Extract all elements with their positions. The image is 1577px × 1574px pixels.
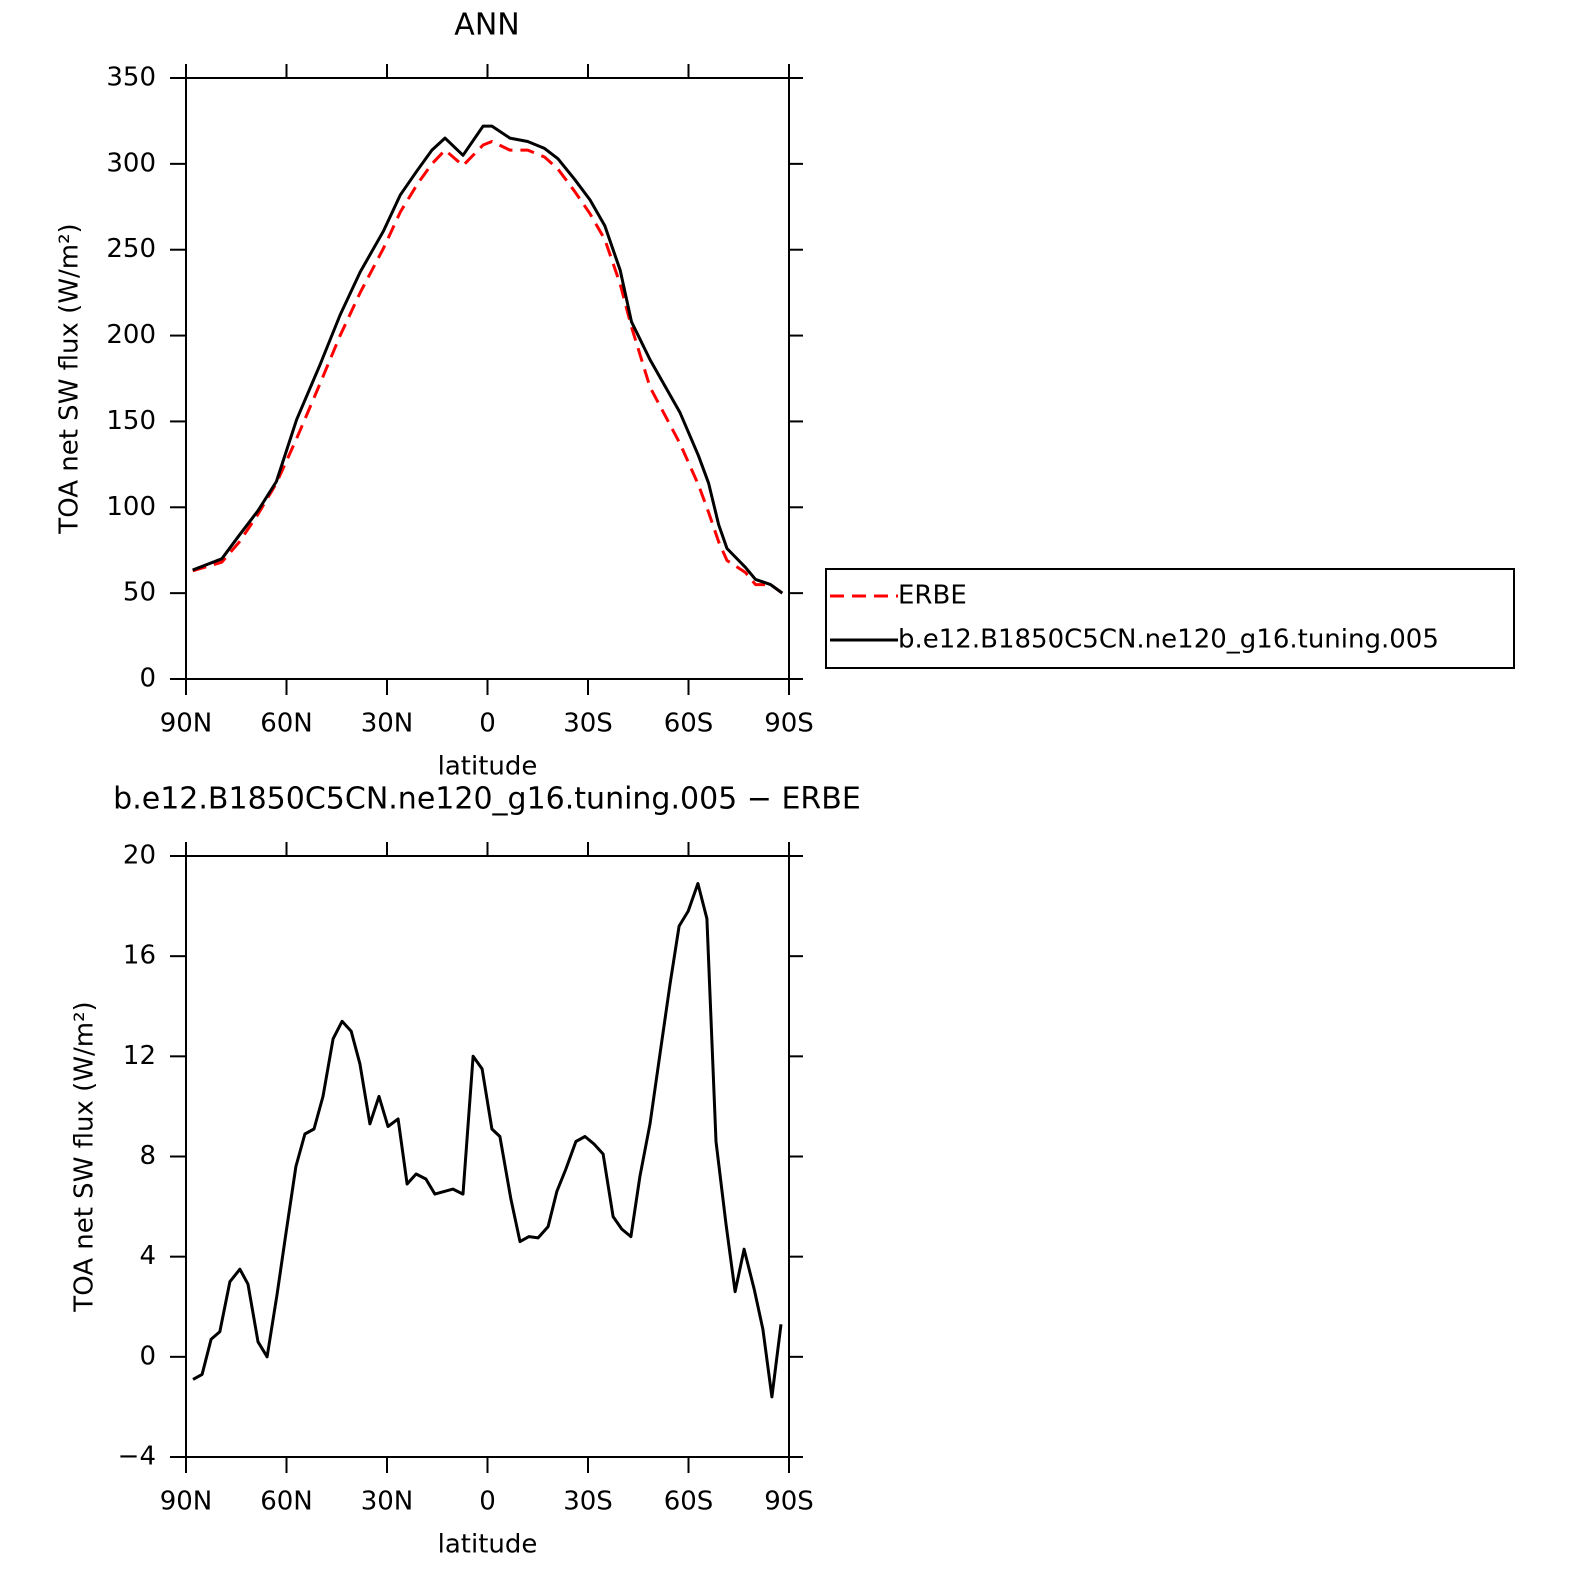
data-line [192, 140, 784, 595]
y-tick-label: 250 [106, 234, 156, 264]
x-tick-label: 60S [664, 1487, 714, 1517]
y-tick-label: 4 [139, 1241, 156, 1271]
y-tick-label: 50 [123, 578, 156, 608]
x-tick-label: 60N [260, 709, 313, 739]
data-line [192, 882, 783, 1399]
y-tick-label: 200 [106, 320, 156, 350]
y-tick-label: 12 [123, 1041, 156, 1071]
plot-frame [185, 77, 790, 680]
legend-box [825, 568, 1515, 669]
x-tick-label: 90S [764, 709, 814, 739]
x-tick-label: 90S [764, 1487, 814, 1517]
chart-title: b.e12.B1850C5CN.ne120_g16.tuning.005 − E… [113, 782, 861, 817]
x-axis-label: latitude [438, 752, 538, 782]
plot-frame [185, 855, 790, 1458]
x-tick-label: 0 [479, 1487, 496, 1517]
y-tick-label: 150 [106, 406, 156, 436]
x-tick-label: 30N [361, 709, 414, 739]
y-tick-label: 100 [106, 492, 156, 522]
x-axis-label: latitude [438, 1530, 538, 1560]
y-axis-label: TOA net SW flux (W/m²) [70, 1001, 100, 1312]
chart-title: ANN [454, 8, 519, 43]
y-tick-label: 0 [139, 664, 156, 694]
x-tick-label: 30S [563, 709, 613, 739]
x-tick-label: 60N [260, 1487, 313, 1517]
legend-label: ERBE [898, 581, 967, 611]
x-tick-label: 90N [160, 709, 213, 739]
y-tick-label: 350 [106, 63, 156, 93]
y-tick-label: −4 [118, 1442, 156, 1472]
y-tick-label: 16 [123, 941, 156, 971]
x-tick-label: 60S [664, 709, 714, 739]
y-axis-label: TOA net SW flux (W/m²) [55, 223, 85, 534]
x-tick-label: 0 [479, 709, 496, 739]
y-tick-label: 300 [106, 148, 156, 178]
y-tick-label: 20 [123, 841, 156, 871]
x-tick-label: 30N [361, 1487, 414, 1517]
y-tick-label: 0 [139, 1341, 156, 1371]
x-tick-label: 30S [563, 1487, 613, 1517]
x-tick-label: 90N [160, 1487, 213, 1517]
legend-label: b.e12.B1850C5CN.ne120_g16.tuning.005 [898, 625, 1439, 655]
data-line [192, 124, 784, 595]
y-tick-label: 8 [139, 1141, 156, 1171]
